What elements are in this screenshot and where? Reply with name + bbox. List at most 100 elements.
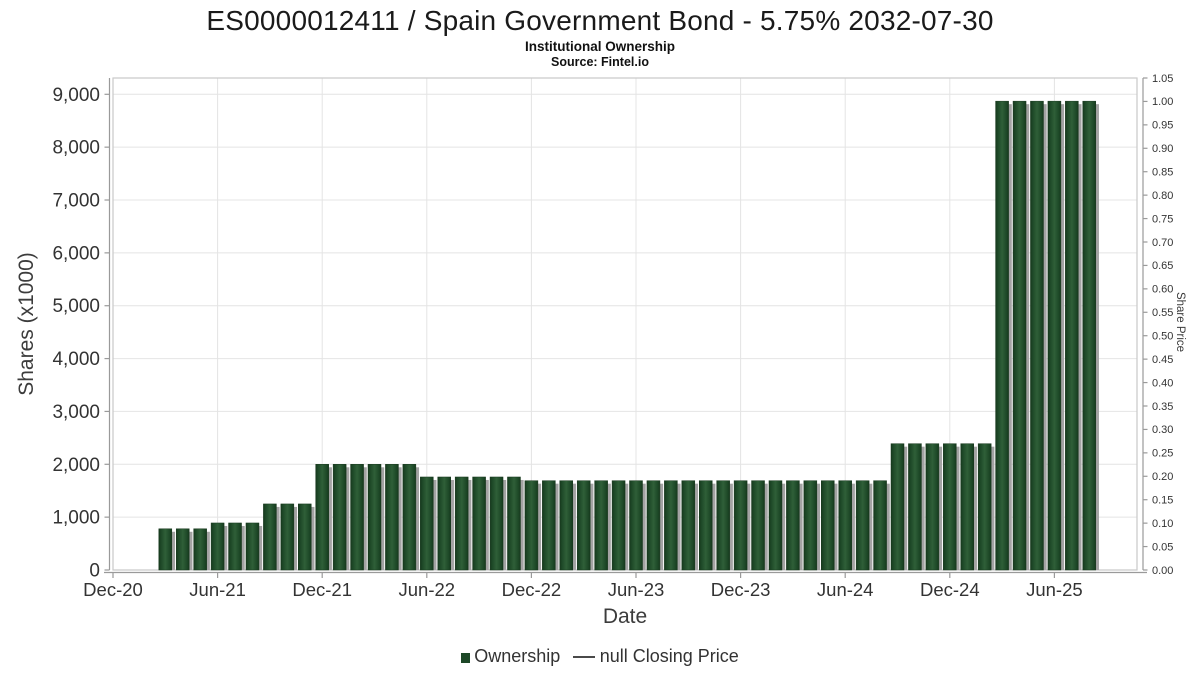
y-tick-label-right: 0.35: [1152, 401, 1173, 413]
x-tick-label: Dec-24: [920, 579, 980, 600]
ownership-bar[interactable]: [245, 522, 260, 571]
bar-shadow: [555, 483, 559, 570]
y-tick-label-right: 0.85: [1152, 167, 1173, 179]
ownership-bar[interactable]: [943, 443, 957, 571]
ownership-bar[interactable]: [751, 480, 765, 571]
bar-shadow: [520, 479, 524, 570]
ownership-bar[interactable]: [332, 464, 347, 571]
y-tick-label-right: 0.20: [1152, 471, 1173, 483]
bar-shadow: [956, 446, 960, 570]
bar-shadow: [781, 483, 786, 570]
ownership-bar[interactable]: [733, 480, 748, 571]
ownership-bar[interactable]: [193, 528, 207, 571]
y-tick-label-left: 6,000: [52, 243, 100, 264]
bar-shadow: [590, 483, 594, 570]
bar-shadow: [659, 483, 664, 570]
bar-shadow: [834, 483, 838, 570]
ownership-bar[interactable]: [977, 443, 992, 571]
ownership-bar[interactable]: [542, 480, 556, 571]
ownership-bar[interactable]: [960, 443, 974, 571]
ownership-bar[interactable]: [594, 480, 608, 571]
ownership-bar[interactable]: [437, 476, 451, 571]
plot-svg: 0 1,000 2,000 3,000 4,000 5,000 6,000 7,000 8,00…: [52, 73, 1173, 600]
ownership-bar[interactable]: [821, 480, 835, 571]
ownership-bar[interactable]: [646, 480, 661, 571]
y-tick-label-right: 0.70: [1152, 237, 1173, 249]
bar-shadow: [799, 483, 803, 570]
ownership-bar[interactable]: [367, 464, 382, 571]
bar-shadow: [694, 483, 698, 570]
ownership-bar[interactable]: [855, 480, 870, 571]
bar-shadow: [572, 483, 576, 570]
ownership-bar[interactable]: [768, 480, 783, 571]
legend-item-closing-price[interactable]: null Closing Price: [572, 646, 739, 667]
ownership-bar[interactable]: [1047, 100, 1062, 571]
bar-shadow: [537, 483, 542, 570]
ownership-bar[interactable]: [925, 443, 940, 571]
ownership-bar[interactable]: [402, 464, 417, 571]
bar-shadow: [258, 525, 263, 570]
ownership-bar[interactable]: [280, 503, 295, 571]
y-tick-label-right: 0.30: [1152, 424, 1173, 436]
bar-shadow: [712, 483, 716, 570]
y-axis-label-right: Share Price: [1174, 291, 1186, 353]
ownership-bar[interactable]: [786, 480, 800, 571]
ownership-bar[interactable]: [315, 464, 329, 571]
y-tick-label-left: 0: [89, 561, 100, 582]
bar-shadow: [1078, 104, 1082, 571]
bar-shadow: [991, 446, 995, 570]
y-tick-label-left: 4,000: [52, 349, 100, 370]
ownership-bar[interactable]: [420, 476, 434, 571]
ownership-bar[interactable]: [263, 503, 277, 571]
ownership-bar[interactable]: [524, 480, 539, 571]
ownership-bar[interactable]: [1065, 100, 1079, 571]
y-tick-label-right: 0.65: [1152, 260, 1173, 272]
ownership-bar[interactable]: [454, 476, 469, 571]
ownership-bar[interactable]: [890, 443, 905, 571]
y-tick-label-left: 8,000: [52, 138, 100, 159]
bar-shadow: [1043, 104, 1047, 571]
ownership-bar[interactable]: [298, 503, 312, 571]
y-tick-label-right: 0.45: [1152, 354, 1173, 366]
ownership-bar[interactable]: [576, 480, 591, 571]
legend-item-ownership[interactable]: Ownership: [461, 646, 560, 667]
ownership-bar[interactable]: [611, 480, 626, 571]
y-tick-label-right: 1.05: [1152, 73, 1173, 85]
bar-shadow: [677, 483, 681, 570]
ownership-bar[interactable]: [629, 480, 643, 571]
ownership-bar[interactable]: [385, 464, 399, 571]
y-axis-label-left: Shares (x1000): [15, 252, 38, 396]
bar-shadow: [1095, 104, 1099, 571]
bar-shadow: [381, 467, 385, 570]
ownership-bar[interactable]: [507, 476, 521, 571]
ownership-bar[interactable]: [210, 522, 225, 571]
ownership-bar[interactable]: [472, 476, 486, 571]
ownership-bar[interactable]: [175, 528, 190, 571]
y-tick-label-right: 0.60: [1152, 284, 1173, 296]
ownership-bar[interactable]: [803, 480, 818, 571]
ownership-bar[interactable]: [559, 480, 574, 571]
ownership-bar[interactable]: [489, 476, 504, 571]
ownership-bar[interactable]: [1082, 100, 1097, 571]
ownership-bar[interactable]: [664, 480, 678, 571]
bar-shadow: [224, 525, 228, 570]
ownership-bar[interactable]: [908, 443, 922, 571]
ownership-bar[interactable]: [838, 480, 852, 571]
ownership-bar[interactable]: [716, 480, 730, 571]
bar-shadow: [1060, 104, 1065, 571]
ownership-bar[interactable]: [698, 480, 713, 571]
ownership-bar[interactable]: [681, 480, 696, 571]
y-tick-label-right: 0.55: [1152, 307, 1173, 319]
ownership-bar[interactable]: [1030, 100, 1044, 571]
ownership-bar[interactable]: [873, 480, 887, 571]
ownership-bar[interactable]: [228, 522, 242, 571]
ownership-bar[interactable]: [1012, 100, 1027, 571]
y-tick-label-left: 5,000: [52, 296, 100, 317]
chart-source-credit: Source: Fintel.io: [551, 55, 649, 69]
ownership-bar[interactable]: [995, 100, 1009, 571]
bar-shadow: [189, 531, 193, 570]
ownership-bar[interactable]: [158, 528, 173, 571]
ownership-bar[interactable]: [350, 464, 364, 571]
bar-shadow: [973, 446, 977, 570]
